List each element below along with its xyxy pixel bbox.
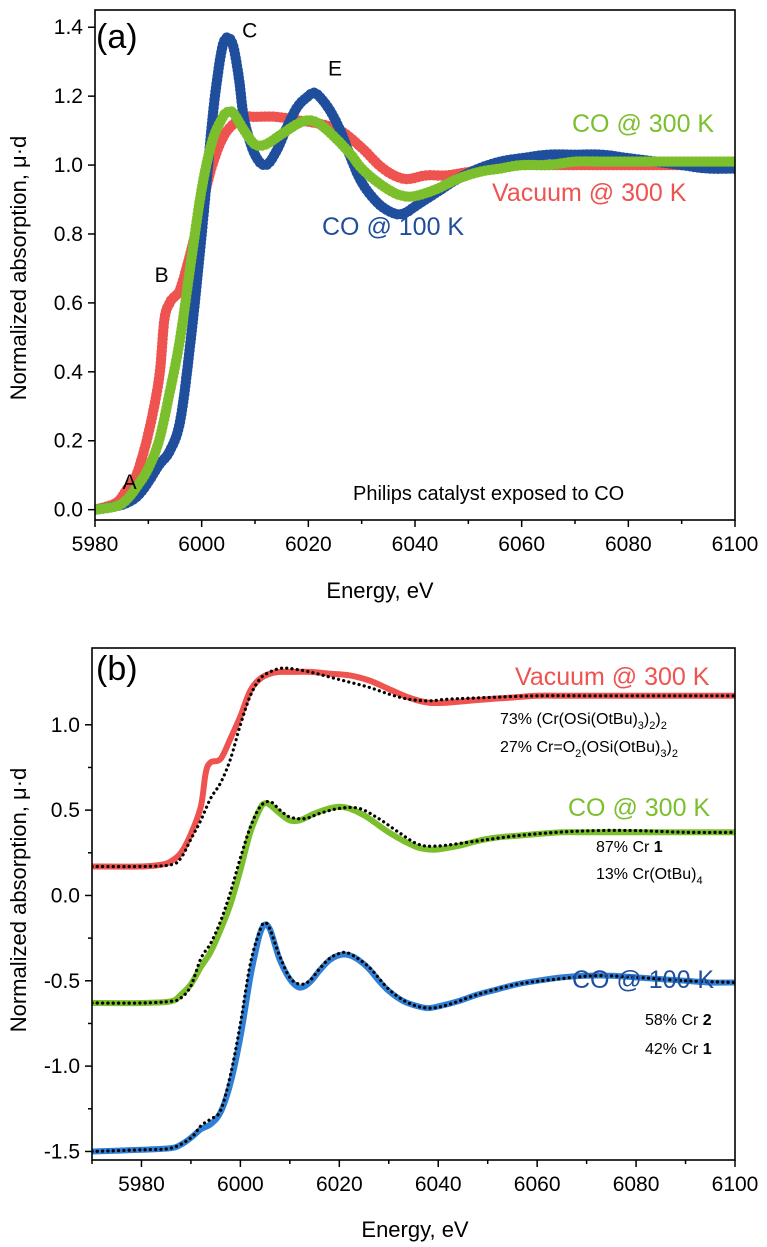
x-tick-label: 6000 (178, 533, 225, 556)
y-tick-label: 0.6 (54, 292, 83, 315)
y-axis-title-b: Normalized absorption, μ·d (6, 768, 31, 1033)
peak-label-c: C (242, 20, 257, 43)
x-tick-label: 5980 (118, 1173, 165, 1196)
x-axis-title-a: Energy, eV (326, 578, 434, 603)
x-axis-title-b: Energy, eV (361, 1217, 469, 1242)
series-label-vacuum-b: Vacuum @ 300 K (515, 663, 710, 691)
plot-area (95, 32, 735, 515)
y-tick-label: 1.0 (51, 714, 80, 737)
x-tick-label: 6040 (392, 533, 439, 556)
x-tick-label: 6080 (613, 1173, 660, 1196)
y-tick-label: -1.5 (44, 1140, 80, 1163)
peak-label-e: E (328, 57, 342, 80)
series-line-co-100-k (92, 921, 735, 1155)
x-tick-label: 6060 (498, 533, 545, 556)
y-tick-label: 0.4 (54, 361, 84, 384)
x-tick-label: 6060 (514, 1173, 561, 1196)
fit-line-co-100-k-fit (92, 921, 735, 1154)
composition-vacuum-line1: 73% (Cr(OSi(OtBu)3)2)2 (500, 711, 667, 732)
axes-frame (91, 647, 736, 1161)
x-tick-label: 6100 (712, 1173, 759, 1196)
x-tick-label: 6080 (605, 533, 652, 556)
y-tick-label: 0.8 (54, 223, 83, 246)
peak-label-a: A (123, 471, 137, 494)
y-tick-label: -0.5 (44, 970, 80, 993)
marker-co-300-k (727, 156, 735, 167)
panel-a-annotation: Philips catalyst exposed to CO (353, 483, 624, 505)
y-tick-label: 0.2 (54, 430, 83, 453)
series-label-co100-a: CO @ 100 K (322, 213, 464, 241)
composition-vacuum-line2: 27% Cr=O2(OSi(OtBu)3)2 (500, 739, 678, 760)
panel-b-label: (b) (96, 650, 138, 688)
composition-co300-line1: 87% Cr 1 (596, 839, 663, 856)
panel-b: 5980 6000 6020 6040 6060 6080 6100 1.0 0.5 0.0 -0.… (44, 647, 759, 1196)
y-tick-label: 0.5 (51, 799, 80, 822)
series-label-co100-b: CO @ 100 K (572, 966, 714, 994)
series-line-vacuum-300-k (92, 668, 735, 870)
y-tick-label: 1.4 (54, 16, 84, 39)
x-tick-label: 6020 (285, 533, 332, 556)
x-tick-label: 6100 (712, 533, 759, 556)
panel-a: 5980 6000 6020 6040 6060 6080 6100 0.0 0.2 0.4 0.6… (54, 9, 759, 556)
y-tick-label: 1.0 (54, 154, 83, 177)
y-tick-label: -1.0 (44, 1055, 80, 1078)
series-label-vacuum-a: Vacuum @ 300 K (492, 179, 687, 207)
peak-label-b: B (155, 264, 169, 287)
x-tick-label: 6020 (316, 1173, 363, 1196)
series-label-co300-a: CO @ 300 K (572, 110, 714, 138)
y-tick-label: 0.0 (54, 499, 83, 522)
series-label-co300-b: CO @ 300 K (568, 794, 710, 822)
y-axis-title-a: Normalized absorption, μ·d (6, 136, 31, 401)
plot-area (92, 666, 735, 1155)
x-tick-label: 6000 (217, 1173, 264, 1196)
fit-line-co-300-k-fit (92, 799, 735, 1005)
panel-a-label: (a) (96, 18, 138, 56)
x-tick-label: 5980 (72, 533, 119, 556)
x-tick-label: 6040 (415, 1173, 462, 1196)
y-tick-label: 0.0 (51, 884, 80, 907)
composition-co300-line2: 13% Cr(OtBu)4 (596, 866, 703, 887)
composition-co100-line2: 42% Cr 1 (645, 1041, 712, 1058)
composition-co100-line1: 58% Cr 2 (645, 1012, 712, 1029)
y-tick-label: 1.2 (54, 85, 83, 108)
fit-line-vacuum-300-k-fit (92, 666, 735, 869)
